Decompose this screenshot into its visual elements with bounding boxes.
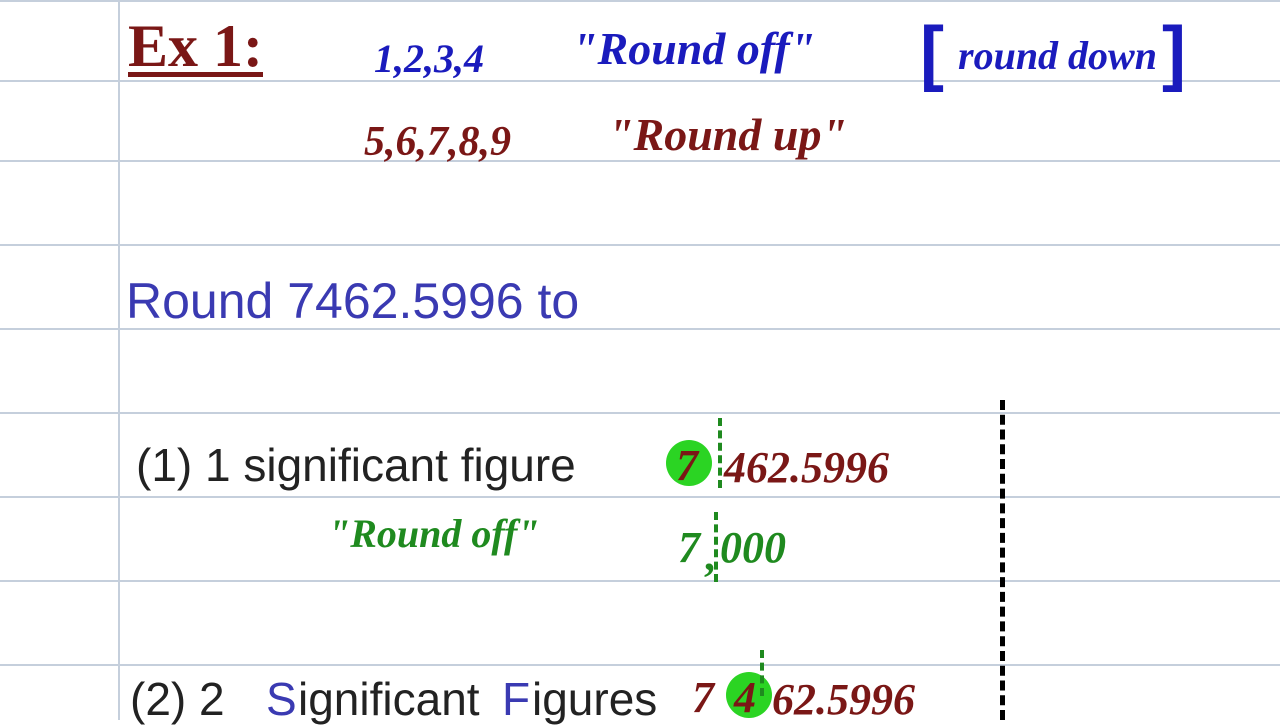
part2-number-b: 4	[734, 672, 756, 723]
part1-answer-first: 7	[678, 522, 700, 573]
roundoff-digits: 1,2,3,4	[374, 35, 484, 82]
part1-answer-rest: 000	[720, 522, 786, 573]
part2-label-S: S	[266, 672, 297, 726]
part2-label-end: igures	[532, 672, 657, 726]
ruled-line	[0, 664, 1280, 666]
part1-roundoff-note: "Round off"	[328, 510, 540, 557]
part2-label-pre: (2) 2	[130, 672, 225, 726]
roundup-digits: 5,6,7,8,9	[364, 118, 511, 166]
bracket-right: ]	[1162, 12, 1186, 94]
ruled-line	[0, 580, 1280, 582]
part1-number-first: 7	[676, 440, 698, 491]
right-dashed-separator	[1000, 400, 1005, 720]
part2-number-c: 62.5996	[772, 674, 915, 725]
ruled-line	[0, 496, 1280, 498]
question-text: Round 7462.5996 to	[126, 272, 579, 330]
bracket-text: round down	[958, 32, 1157, 79]
ruled-line	[0, 244, 1280, 246]
roundup-label: "Round up"	[608, 108, 847, 161]
ruled-line	[0, 0, 1280, 2]
part2-number-a: 7	[692, 672, 714, 723]
ruled-line	[0, 412, 1280, 414]
part1-cutline	[718, 418, 722, 488]
bracket-left: [	[920, 12, 944, 94]
part2-cutline	[760, 650, 764, 696]
part1-label: (1) 1 significant figure	[136, 438, 576, 492]
part2-label-F: F	[502, 672, 530, 726]
part1-answer-cutline	[714, 512, 718, 582]
part1-number-rest: 462.5996	[724, 442, 889, 493]
margin-line	[118, 0, 120, 720]
example-title: Ex 1:	[128, 12, 263, 81]
roundoff-label: "Round off"	[572, 22, 815, 75]
part2-label-mid: ignificant	[298, 672, 480, 726]
